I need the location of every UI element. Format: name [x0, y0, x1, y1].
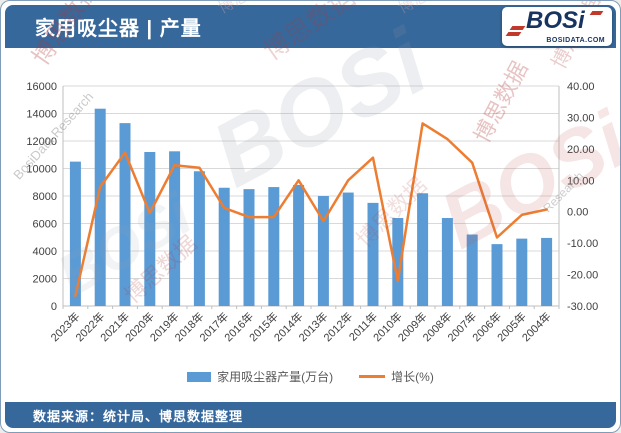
bar [193, 171, 205, 306]
legend-label-production: 家用吸尘器产量(万台) [217, 370, 334, 384]
logo-text: BOSi [526, 7, 585, 34]
left-axis-label: 12000 [26, 136, 57, 148]
bar [342, 192, 354, 306]
bar [392, 218, 404, 306]
bar [218, 187, 230, 306]
bar [293, 185, 305, 306]
growth-line [74, 122, 548, 298]
left-axis-label: 0 [51, 301, 57, 313]
left-axis-label: 2000 [33, 274, 57, 286]
bar [69, 161, 81, 306]
legend-item-production: 家用吸尘器产量(万台) [187, 368, 333, 385]
bar [441, 218, 453, 306]
right-axis-label: 20.00 [567, 144, 595, 156]
legend-item-growth: 增长(%) [359, 368, 434, 385]
logo-stripe-icon [505, 32, 522, 36]
bar [516, 238, 528, 306]
legend-label-growth: 增长(%) [391, 370, 434, 384]
left-axis-label: 6000 [33, 219, 57, 231]
page-title: 家用吸尘器 | 产量 [35, 18, 202, 40]
bar [243, 189, 255, 306]
line-swatch-icon [359, 375, 386, 378]
chart-legend: 家用吸尘器产量(万台) 增长(%) [1, 368, 620, 385]
logo-subtext: BOSIDATA.COM [546, 37, 605, 44]
right-axis-label: 30.00 [567, 112, 595, 124]
right-axis-label: -20.00 [567, 270, 598, 282]
bar [367, 202, 379, 306]
bar [119, 123, 131, 306]
right-axis-label: -30.00 [567, 301, 598, 313]
bar [169, 151, 181, 306]
bar [317, 196, 329, 306]
logo-stripe-icon [509, 26, 526, 30]
bar [268, 187, 280, 306]
bar-swatch-icon [187, 371, 212, 382]
bosi-logo: BOSi BOSIDATA.COM [502, 7, 612, 46]
left-axis-label: 10000 [26, 164, 57, 176]
right-axis-label: 0.00 [567, 207, 588, 219]
bar [144, 152, 156, 306]
left-axis-label: 8000 [33, 191, 57, 203]
bar [491, 244, 503, 306]
bar [466, 234, 478, 306]
left-axis-label: 4000 [33, 246, 57, 258]
footer-bar: 数据来源：统计局、博思数据整理 [5, 402, 616, 428]
bar [417, 193, 429, 306]
right-axis-label: 10.00 [567, 175, 595, 187]
bar [541, 237, 553, 306]
right-axis-label: -10.00 [567, 238, 598, 250]
right-axis-label: 40.00 [567, 81, 595, 93]
left-axis-label: 16000 [26, 81, 57, 93]
bar [94, 108, 106, 306]
left-axis-label: 14000 [26, 109, 57, 121]
data-source-text: 数据来源：统计局、博思数据整理 [33, 408, 244, 424]
logo-stripe-icon [589, 11, 604, 15]
